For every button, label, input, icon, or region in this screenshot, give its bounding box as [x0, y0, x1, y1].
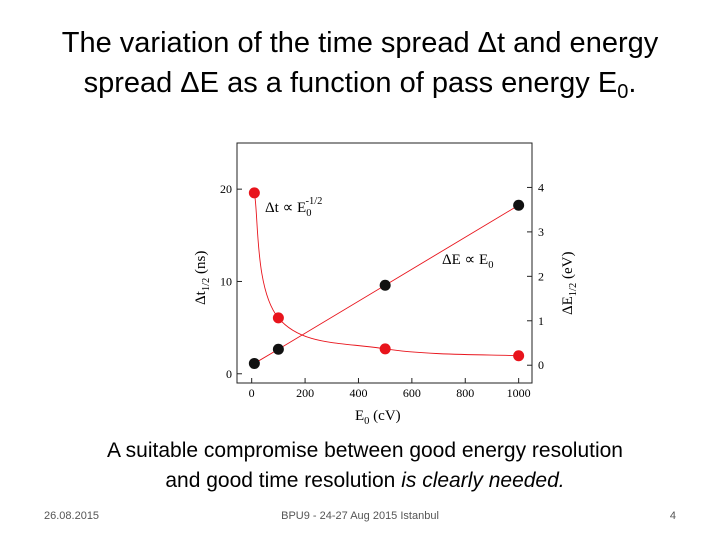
x-tick-label: 800	[456, 386, 474, 400]
data-point	[248, 357, 260, 369]
y-tick-label: 10	[220, 274, 232, 288]
annotation: Δt ∝ E0-1/2	[265, 196, 322, 219]
title-subscript: 0	[617, 81, 628, 103]
y2-axis-label-suffix: (eV)	[560, 252, 576, 283]
caption-italic: is clearly needed.	[401, 469, 564, 492]
y2-tick-label: 0	[538, 358, 544, 372]
title-line: The variation of the time spread Δt and …	[62, 27, 659, 59]
annotation-sup: -1/2	[305, 196, 322, 207]
y-tick-label: 20	[220, 182, 232, 196]
y2-tick-label: 1	[538, 314, 544, 328]
x-axis-label-main: E	[355, 408, 364, 424]
x-tick-label: 600	[403, 386, 421, 400]
y-axis-label-main: Δt	[193, 290, 209, 305]
data-point	[513, 199, 525, 211]
caption-line: and good time resolution is clearly need…	[165, 469, 564, 492]
y-tick-label: 0	[226, 367, 232, 381]
plot-frame	[236, 142, 533, 384]
data-point	[272, 343, 284, 355]
y-axis-label-suffix: (ns)	[193, 251, 209, 278]
footer-event: BPU9 - 24-27 Aug 2015 Istanbul	[281, 510, 439, 522]
x-axis-label-suffix: (cV)	[369, 408, 400, 424]
y2-axis-label-main: ΔE	[560, 296, 576, 315]
x-axis-label-sub: 0	[364, 416, 369, 427]
annotation-main: Δt ∝ E	[265, 200, 306, 216]
y2-tick-label: 3	[538, 225, 544, 239]
x-tick-label: 200	[296, 386, 314, 400]
annotation-sub: 0	[306, 208, 311, 219]
y-axis-label: Δt1/2 (ns)	[193, 251, 212, 305]
x-tick-label: 400	[349, 386, 367, 400]
x-tick-label: 0	[249, 386, 255, 400]
annotation: ΔE ∝ E0	[442, 252, 493, 271]
x-axis-label: E0 (cV)	[355, 408, 401, 427]
series-line	[254, 204, 519, 364]
title-end: .	[628, 67, 636, 99]
y2-axis-label-sub: 1/2	[568, 283, 579, 296]
series-line	[253, 192, 519, 357]
title-line: spread ΔE as a function of pass energy E…	[84, 67, 637, 103]
data-point	[379, 279, 391, 291]
data-point	[272, 312, 284, 324]
title-text: spread ΔE as a function of pass energy E	[84, 67, 618, 99]
caption-line: A suitable compromise between good energ…	[107, 439, 623, 462]
annotation-main: ΔE ∝ E	[442, 252, 488, 268]
footer-page: 4	[670, 510, 676, 522]
y2-axis-label: ΔE1/2 (eV)	[560, 252, 579, 315]
x-tick-label: 1000	[507, 386, 531, 400]
caption-text: and good time resolution	[165, 469, 401, 492]
annotation-sub: 0	[488, 260, 493, 271]
data-point	[379, 343, 391, 355]
y2-tick-label: 2	[538, 269, 544, 283]
data-point	[513, 350, 525, 362]
footer-date: 26.08.2015	[44, 510, 99, 522]
y2-tick-label: 4	[538, 180, 544, 194]
y-axis-label-sub: 1/2	[201, 278, 212, 291]
data-point	[248, 187, 260, 199]
